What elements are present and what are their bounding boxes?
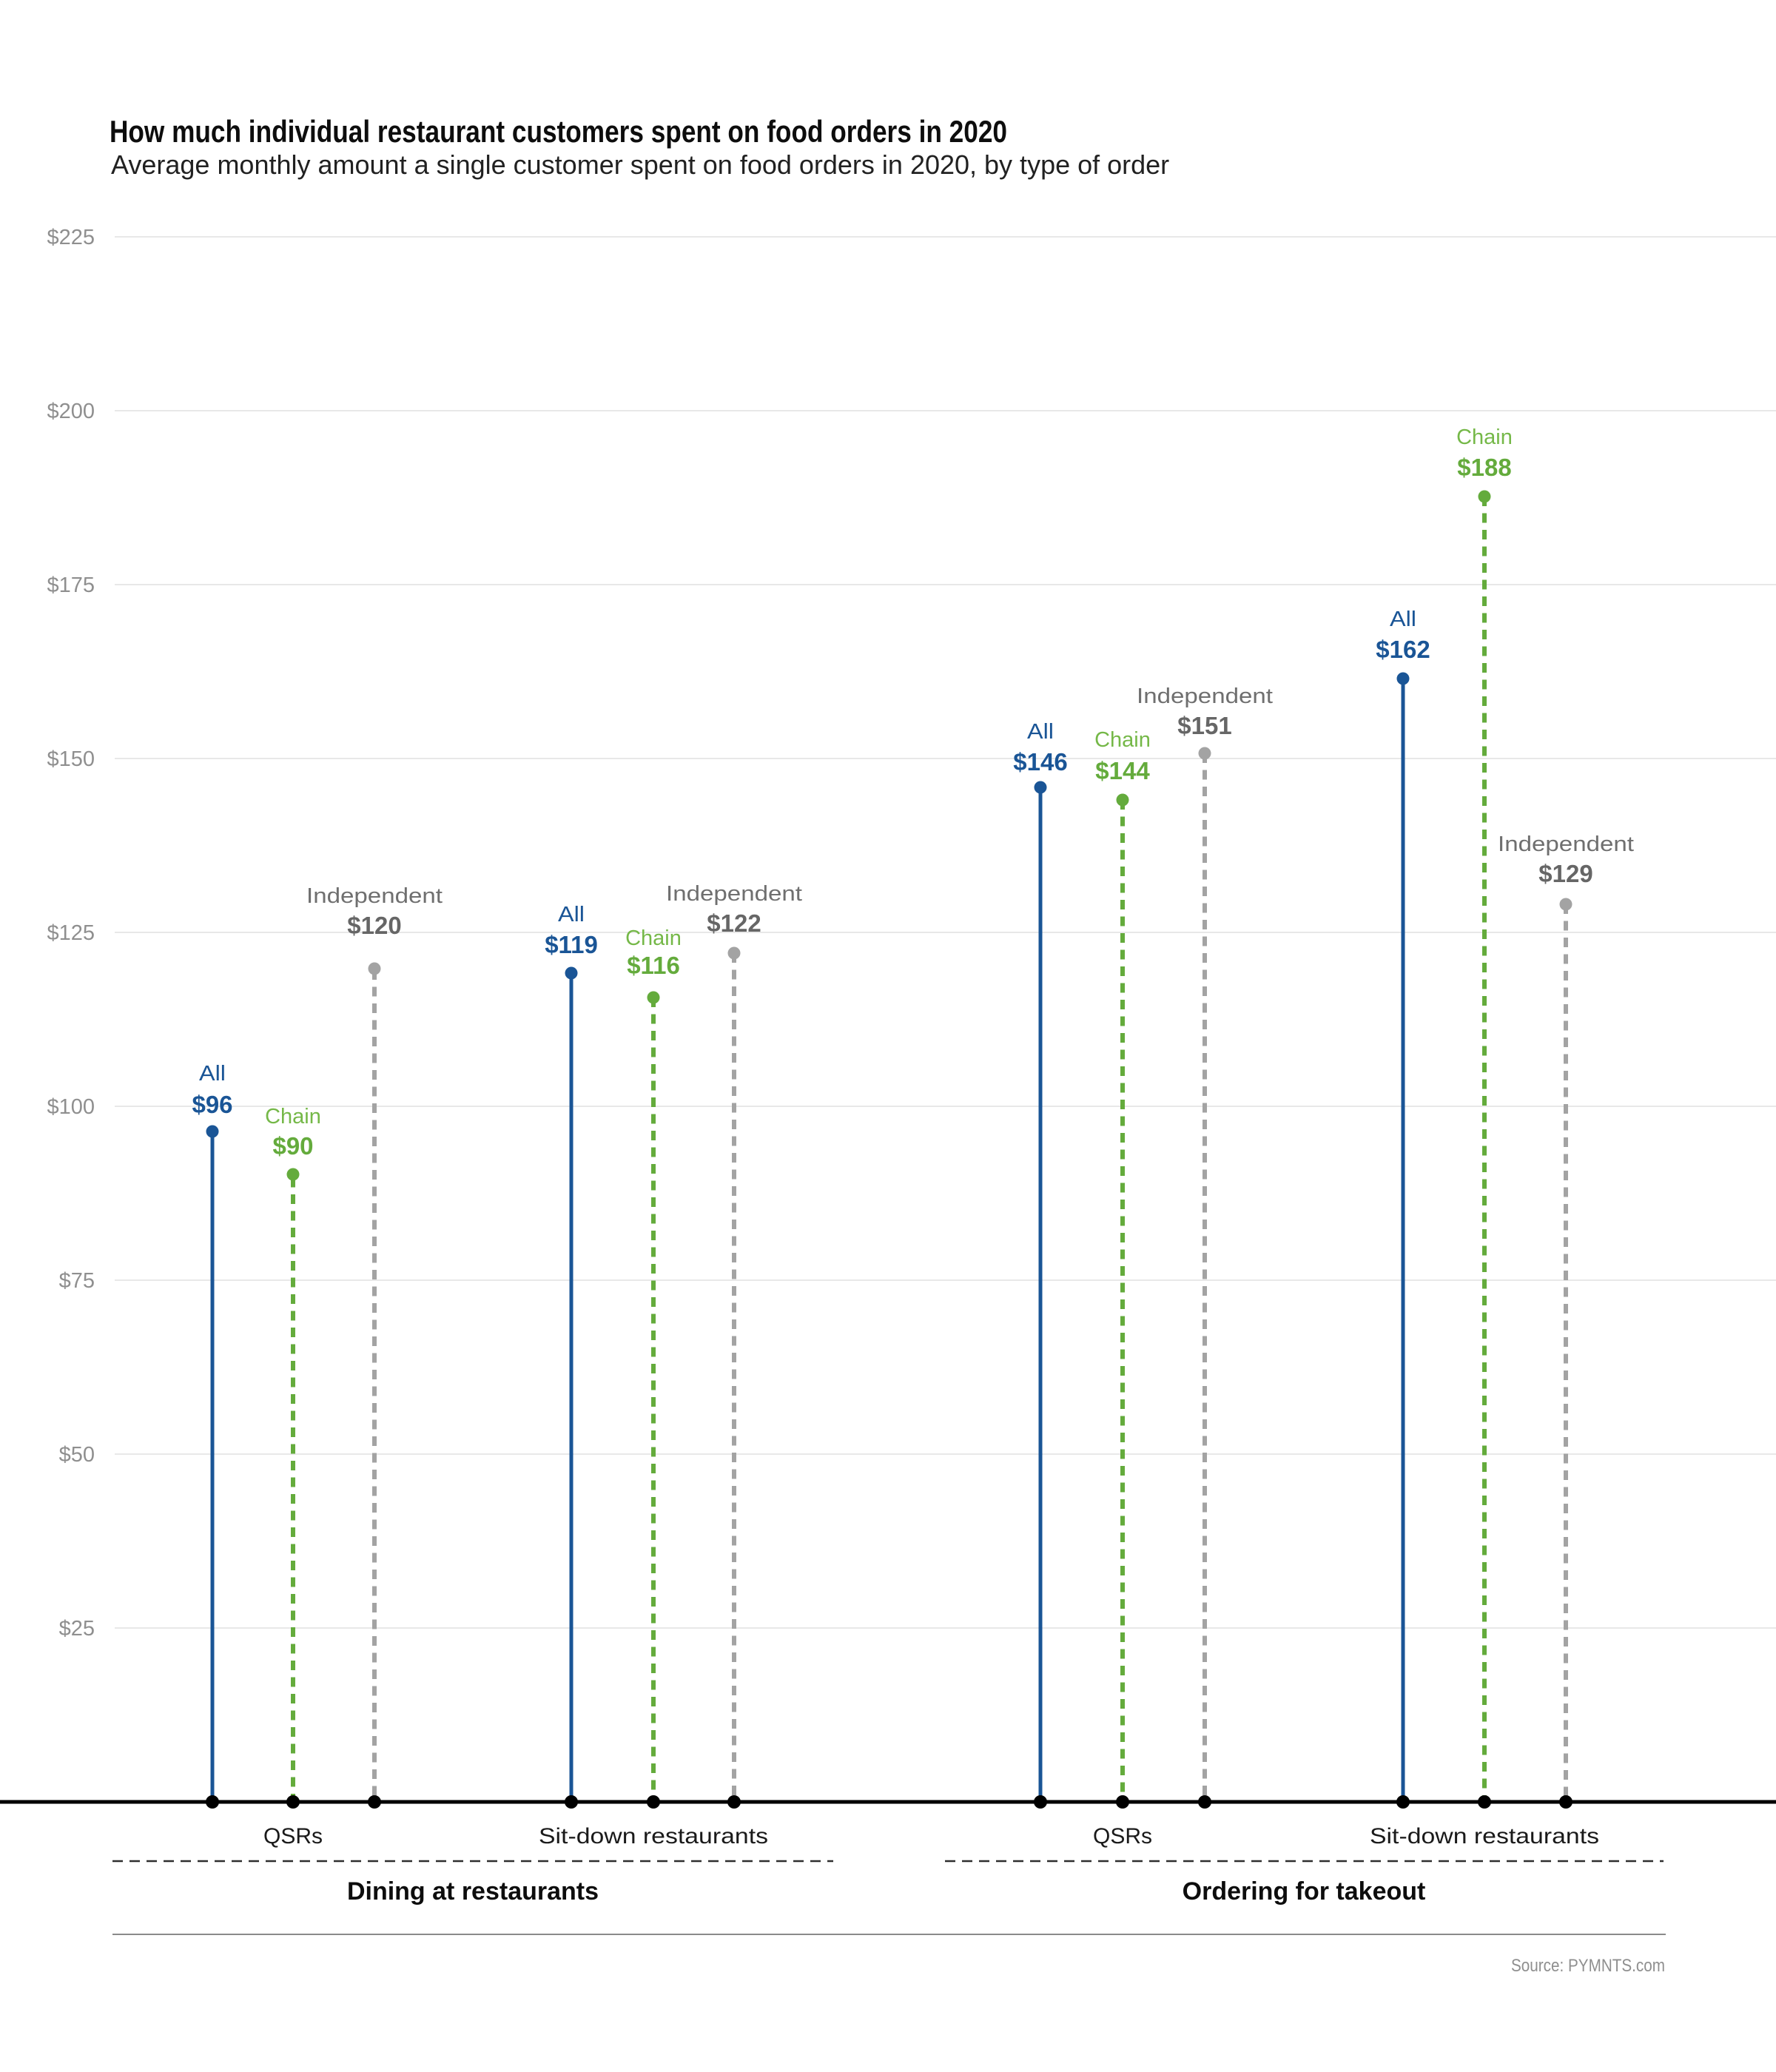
svg-text:Dining at restaurants: Dining at restaurants [347,1877,599,1906]
svg-text:$119: $119 [545,931,598,958]
svg-text:Independent: Independent [666,882,802,906]
svg-text:$129: $129 [1538,860,1592,887]
svg-text:All: All [1027,720,1054,744]
svg-text:Chain: Chain [265,1105,321,1128]
svg-text:All: All [199,1062,226,1086]
svg-text:$151: $151 [1177,712,1231,739]
svg-text:$146: $146 [1013,748,1067,776]
svg-text:$75: $75 [59,1269,95,1293]
svg-text:QSRs: QSRs [263,1824,323,1849]
svg-text:Independent: Independent [1498,832,1634,856]
svg-text:$25: $25 [59,1617,95,1641]
svg-text:Sit-down restaurants: Sit-down restaurants [539,1824,768,1849]
svg-text:$96: $96 [192,1091,232,1118]
svg-text:Independent: Independent [306,884,443,908]
svg-text:Chain: Chain [1456,426,1513,449]
svg-text:$175: $175 [47,574,95,597]
svg-text:QSRs: QSRs [1093,1824,1152,1849]
svg-text:$225: $225 [47,226,95,249]
svg-text:$162: $162 [1376,636,1430,663]
svg-text:All: All [1390,608,1416,631]
svg-text:$188: $188 [1457,454,1511,481]
svg-text:Independent: Independent [1137,684,1273,708]
svg-text:$90: $90 [272,1132,313,1160]
svg-text:$200: $200 [47,400,95,423]
svg-text:Average monthly amount a singl: Average monthly amount a single customer… [111,149,1169,180]
svg-text:$125: $125 [47,921,95,945]
svg-text:Ordering for takeout: Ordering for takeout [1183,1877,1426,1906]
svg-text:$116: $116 [627,952,680,979]
svg-text:$144: $144 [1095,757,1150,784]
svg-text:Chain: Chain [625,926,682,950]
svg-text:Chain: Chain [1094,728,1151,752]
svg-text:$100: $100 [47,1095,95,1119]
svg-text:$50: $50 [59,1443,95,1467]
svg-text:$120: $120 [347,912,401,939]
svg-text:Source: PYMNTS.com: Source: PYMNTS.com [1511,1956,1665,1976]
svg-text:$122: $122 [707,909,761,937]
svg-text:$150: $150 [47,747,95,771]
svg-text:Sit-down restaurants: Sit-down restaurants [1370,1824,1599,1849]
svg-text:All: All [558,903,585,926]
svg-text:How much individual restaurant: How much individual restaurant customers… [110,114,1007,149]
